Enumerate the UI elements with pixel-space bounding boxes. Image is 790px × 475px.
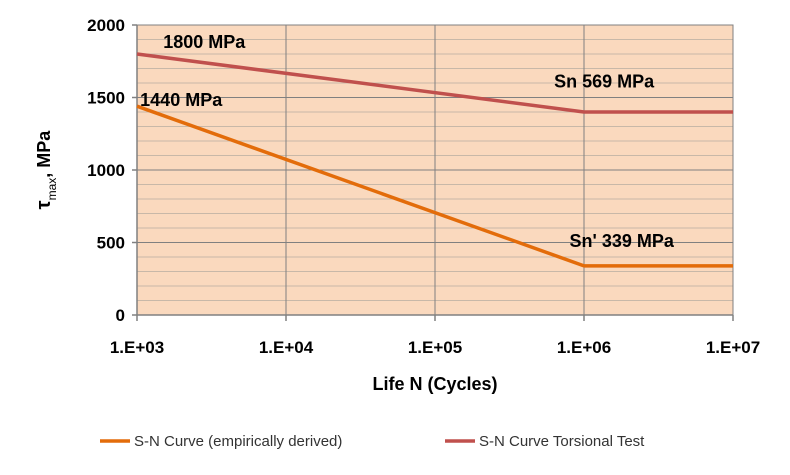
- series-layer: [136, 52, 733, 268]
- y-axis-title-unit: , MPa: [34, 130, 54, 178]
- series-line-1: [136, 104, 733, 268]
- series-line-2: [136, 52, 733, 114]
- data-annotation: Sn' 339 MPa: [570, 231, 675, 251]
- y-tick-label: 1000: [87, 161, 125, 180]
- x-axis-title: Life N (Cycles): [372, 374, 497, 394]
- y-tick-label: 2000: [87, 16, 125, 35]
- legend: S-N Curve (empirically derived) S-N Curve…: [100, 433, 645, 450]
- legend-label-1: S-N Curve (empirically derived): [134, 433, 342, 450]
- data-annotation: Sn 569 MPa: [554, 71, 655, 91]
- x-tick-label: 1.E+03: [110, 338, 164, 357]
- legend-label-2: S-N Curve Torsional Test: [479, 433, 645, 450]
- y-tick-label: 500: [97, 234, 125, 253]
- x-tick-label: 1.E+06: [557, 338, 611, 357]
- y-tick-label: 0: [116, 306, 125, 325]
- data-annotation: 1800 MPa: [163, 32, 246, 52]
- y-tick-labels: 0 500 1000 1500 2000: [87, 16, 125, 325]
- annotations: 1800 MPa 1440 MPa Sn 569 MPa Sn' 339 MPa: [140, 32, 675, 251]
- x-tick-label: 1.E+04: [259, 338, 314, 357]
- data-annotation: 1440 MPa: [140, 90, 223, 110]
- y-tick-label: 1500: [87, 89, 125, 108]
- y-axis-title: τmax, MPa: [33, 130, 59, 210]
- axes: [132, 24, 734, 321]
- y-axis-title-sub: max: [45, 178, 59, 201]
- y-axis-title-tau: τ: [33, 200, 55, 209]
- x-tick-labels: 1.E+03 1.E+04 1.E+05 1.E+06 1.E+07: [110, 338, 760, 357]
- x-tick-label: 1.E+05: [408, 338, 462, 357]
- x-tick-label: 1.E+07: [706, 338, 760, 357]
